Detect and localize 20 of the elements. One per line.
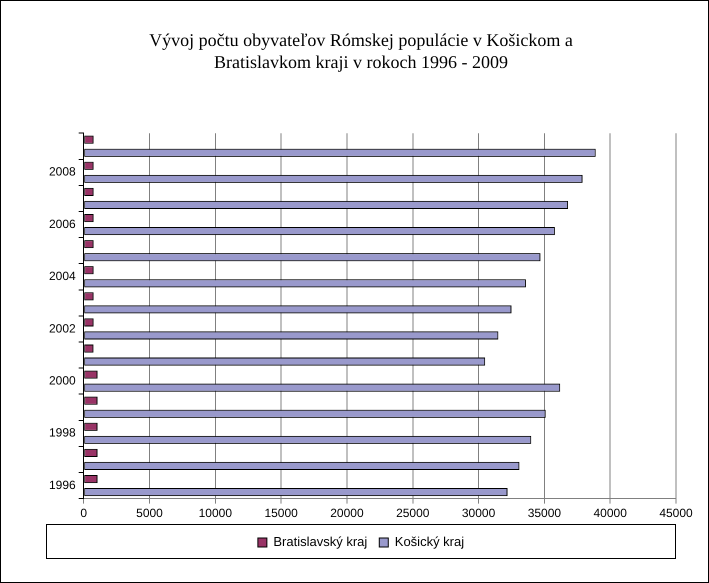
x-tick-label: 30000 — [462, 506, 496, 520]
x-tick-label: 40000 — [594, 506, 628, 520]
legend-label: Košický kraj — [394, 534, 464, 550]
x-tick-label: 15000 — [264, 506, 298, 520]
y-tick-label: 2000 — [48, 373, 76, 388]
x-tick-label: 35000 — [528, 506, 562, 520]
x-tick-label: 5000 — [136, 506, 164, 520]
x-tick-label: 20000 — [330, 506, 364, 520]
chart-title: Vývoj počtu obyvateľov Rómskej populácie v Košickom a Bratislavkom kraji v rokoch 1996 - 2009 — [148, 29, 574, 73]
y-tick-label: 2004 — [48, 269, 76, 284]
x-tick-label: 10000 — [198, 506, 232, 520]
x-tick-label: 45000 — [659, 506, 694, 520]
y-tick-label: 1996 — [48, 478, 76, 492]
x-tick-label: 25000 — [396, 506, 430, 520]
legend-label: Bratislavský kraj — [273, 534, 368, 550]
y-tick-label: 1998 — [48, 426, 76, 440]
x-tick-label: 0 — [80, 506, 88, 520]
y-tick-label: 2008 — [48, 164, 76, 179]
y-tick-label: 2006 — [48, 216, 76, 231]
y-tick-label: 2002 — [48, 321, 76, 336]
